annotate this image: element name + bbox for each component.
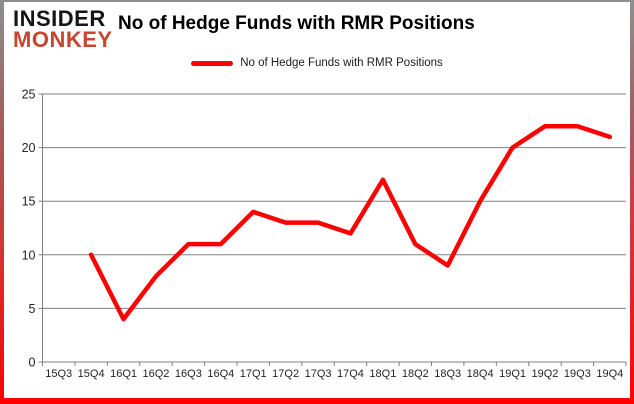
x-tick-label: 16Q4 <box>207 368 234 380</box>
x-tick-label: 16Q3 <box>175 368 202 380</box>
y-tick-label: 20 <box>22 141 36 155</box>
x-tick-label: 16Q2 <box>142 368 169 380</box>
chart-canvas: INSIDER MONKEY No of Hedge Funds with RM… <box>4 2 630 398</box>
x-tick-label: 15Q3 <box>45 368 72 380</box>
x-tick-label: 18Q4 <box>467 368 494 380</box>
logo-text-monkey: MONKEY <box>13 27 113 52</box>
x-tick-label: 17Q2 <box>272 368 299 380</box>
logo-text-insider: INSIDER <box>13 6 106 31</box>
legend-label: No of Hedge Funds with RMR Positions <box>240 57 443 69</box>
x-tick-label: 18Q1 <box>369 368 396 380</box>
line-chart: 0 5 10 15 20 25 15Q3 15Q4 16Q1 16Q2 16Q3 16Q4 17Q1 17… <box>22 88 627 380</box>
x-tick-label: 19Q4 <box>596 368 623 380</box>
chart-title: No of Hedge Funds with RMR Positions <box>118 13 475 34</box>
y-tick-label: 25 <box>22 88 36 102</box>
x-tick-label: 17Q4 <box>337 368 364 380</box>
y-tick-label: 0 <box>29 356 36 370</box>
y-tick-label: 5 <box>29 302 36 316</box>
x-tick-label: 19Q2 <box>531 368 558 380</box>
y-tick-label: 15 <box>22 195 36 209</box>
x-tick-label: 18Q3 <box>434 368 461 380</box>
x-tick-label: 15Q4 <box>78 368 105 380</box>
y-tick-label: 10 <box>22 248 36 262</box>
x-tick-label: 18Q2 <box>402 368 429 380</box>
x-tick-label: 19Q3 <box>564 368 591 380</box>
x-tick-label: 17Q3 <box>305 368 332 380</box>
insider-monkey-logo: INSIDER MONKEY <box>13 6 113 52</box>
x-tick-label: 16Q1 <box>110 368 137 380</box>
x-tick-label: 17Q1 <box>240 368 267 380</box>
chart-legend: No of Hedge Funds with RMR Positions <box>4 55 630 71</box>
series-line <box>88 123 613 322</box>
legend-line-swatch <box>191 60 234 66</box>
x-tick-label: 19Q1 <box>499 368 526 380</box>
